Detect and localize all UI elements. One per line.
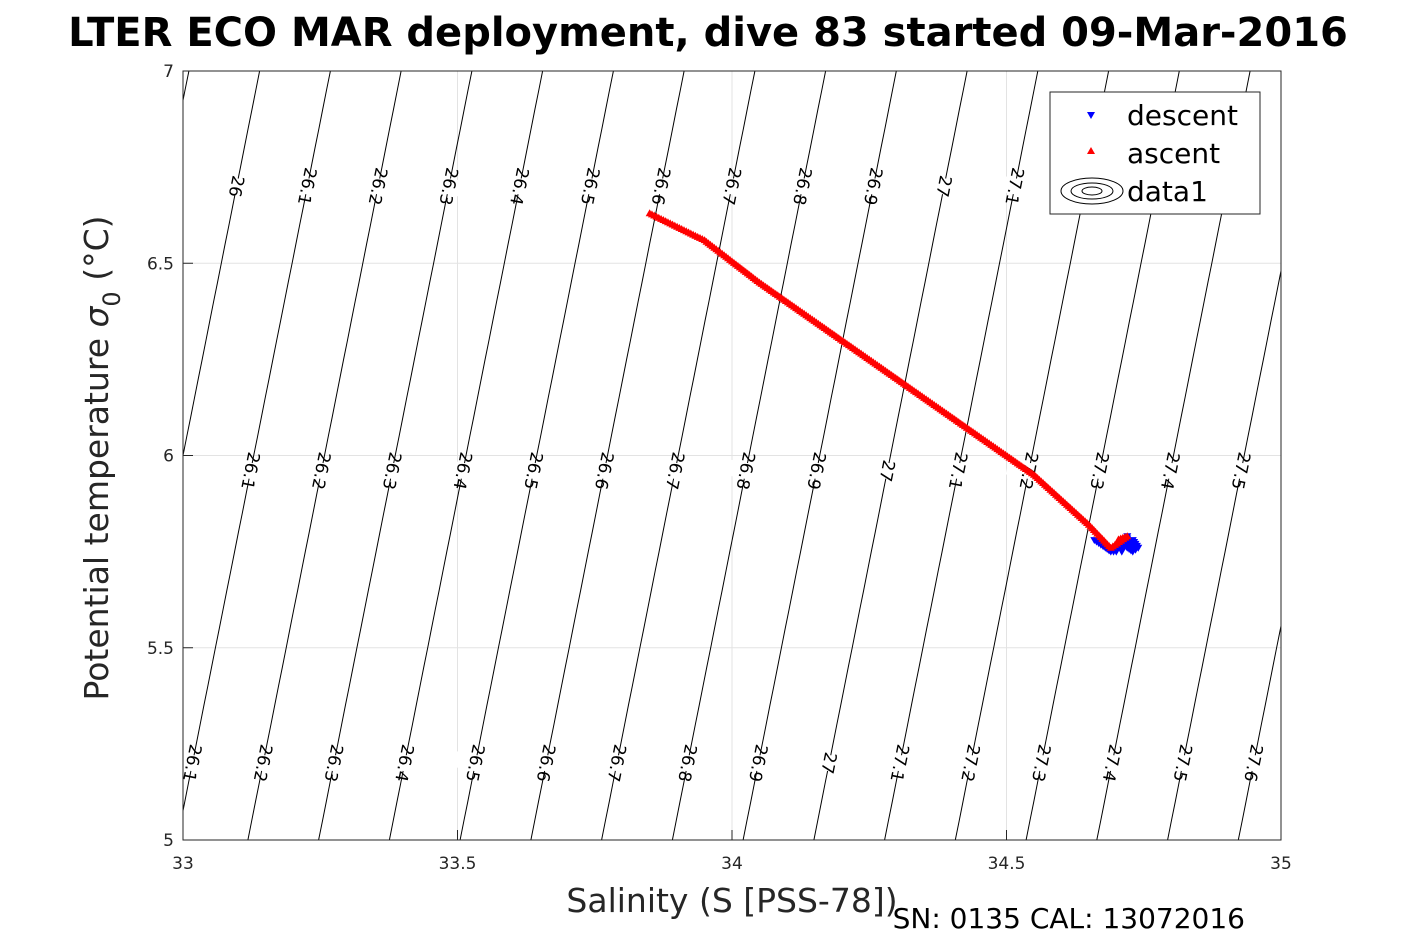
isopycnal-label-bg — [581, 458, 628, 484]
isopycnal-label-bg — [864, 458, 911, 484]
isopycnal-line — [1309, 71, 1417, 840]
isopycnal-line — [183, 71, 261, 459]
isopycnal-line — [183, 71, 331, 814]
isopycnal-label-bg — [708, 174, 756, 199]
legend-data1-marker — [1060, 177, 1124, 205]
y-tick-label: 7 — [163, 62, 174, 82]
isopycnal-line — [742, 71, 897, 840]
isopycnal-label-bg — [806, 750, 853, 776]
isopycnal-label-bg — [381, 750, 428, 776]
isopycnal-label-bg — [452, 750, 499, 776]
isopycnal-label-bg — [935, 458, 982, 484]
series-group — [645, 209, 1143, 556]
isopycnal-label-bg — [310, 750, 358, 776]
legend-ascent-label: ascent — [1127, 137, 1220, 170]
isopycnal-line — [388, 71, 544, 840]
isopycnal-label-bg — [510, 458, 557, 484]
y-axis-label: Potential temperature σ0 (°C) — [77, 216, 126, 701]
x-tick-label: 35 — [1270, 854, 1292, 874]
isopycnal-label-bg — [298, 458, 345, 484]
isopycnal-label-bg — [240, 750, 287, 776]
isopycnal-line — [1237, 623, 1281, 840]
isopycnal-line — [1167, 268, 1281, 840]
isopycnal-label-bg — [850, 174, 897, 199]
isopycnal-label-bg — [1089, 750, 1136, 776]
isopycnal-label-bg — [369, 458, 416, 484]
isopycnal-line — [247, 71, 402, 840]
isopycnal-label: 26 — [224, 174, 248, 199]
isopycnal-label-bg — [567, 174, 614, 199]
isopycnal-label-bg — [213, 174, 260, 199]
isopycnal-label: 27 — [931, 174, 955, 199]
x-tick-label: 34 — [721, 854, 743, 874]
isopycnal-labels: 26 26.1 26.2 26.3 26.4 26.5 26.6 26.7 26.8 26.9 27… — [169, 166, 1277, 783]
isopycnal-label-bg — [876, 750, 924, 776]
x-tick-label: 33.5 — [439, 854, 477, 874]
axis-ticks: 33 33.5 34 34.5 35 5 5.5 6 6.5 7 — [147, 62, 1292, 874]
x-tick-label: 34.5 — [988, 854, 1026, 874]
x-axis-label: Salinity (S [PSS-78]) — [566, 881, 897, 920]
isopycnal-label-bg — [722, 458, 770, 484]
isopycnal-label-bg — [735, 750, 782, 776]
y-tick-label: 5.5 — [147, 639, 174, 659]
isopycnal-label-bg — [169, 750, 216, 776]
isopycnal-line — [671, 71, 827, 840]
isopycnal-line — [459, 71, 614, 840]
isopycnal-label-bg — [779, 174, 826, 199]
legend-ascent-marker — [1087, 147, 1095, 154]
isopycnal-label-bg — [920, 174, 968, 199]
y-axis-label-unit: (°C) — [77, 216, 116, 292]
isopycnal-label-bg — [1076, 458, 1123, 484]
isopycnal-label-bg — [1018, 750, 1065, 776]
isopycnal-label-bg — [1159, 750, 1207, 776]
isopycnal-line — [601, 71, 756, 840]
legend-descent-label: descent — [1127, 99, 1238, 132]
isopycnal-line — [530, 71, 685, 840]
legend: descent ascent data1 — [1049, 91, 1261, 215]
isopycnal-label-bg — [523, 750, 570, 776]
isopycnal-label: 27 — [875, 458, 899, 483]
chart-title: LTER ECO MAR deployment, dive 83 started… — [68, 10, 1348, 56]
y-tick-label: 6.5 — [147, 254, 174, 274]
isopycnal-label-bg — [664, 750, 711, 776]
isopycnal-label: 27 — [816, 750, 840, 775]
isopycnal-label-bg — [593, 750, 641, 776]
y-axis-label-symbol: σ — [77, 306, 116, 328]
isopycnal-label-bg — [439, 458, 487, 484]
y-axis-label-main: Potential temperature — [77, 328, 116, 701]
isopycnal-label-bg — [354, 174, 402, 199]
legend-descent-marker — [1087, 112, 1095, 119]
serial-calibration: SN: 0135 CAL: 13072016 — [893, 902, 1245, 935]
isopycnal-label-bg — [652, 458, 699, 484]
isopycnal-label-bg — [1218, 458, 1265, 484]
isopycnal-label-bg — [991, 174, 1038, 199]
isopycnals — [0, 71, 1417, 840]
series-ascent — [645, 209, 1132, 551]
isopycnal-label-bg — [1230, 750, 1277, 776]
isopycnal-label-bg — [793, 458, 840, 484]
isopycnal-line — [884, 71, 1039, 840]
isopycnal-label-bg — [496, 174, 543, 199]
data-point-descent — [1122, 543, 1131, 551]
isopycnal-label-bg — [425, 174, 473, 199]
x-tick-label: 33 — [172, 854, 194, 874]
isopycnal-label-bg — [947, 750, 994, 776]
isopycnal-line — [0, 71, 47, 840]
y-tick-label: 6 — [163, 447, 174, 467]
isopycnal-label-bg — [637, 174, 685, 199]
data-point-ascent — [1114, 535, 1123, 543]
isopycnal-line — [318, 71, 473, 840]
isopycnal-label-bg — [1147, 458, 1194, 484]
y-tick-label: 5 — [163, 831, 174, 851]
isopycnal-label-bg — [284, 174, 331, 199]
legend-data1-label: data1 — [1127, 175, 1208, 208]
isopycnal-label-bg — [227, 458, 274, 484]
isopycnal-line — [813, 71, 968, 840]
y-axis-label-subscript: 0 — [98, 291, 126, 306]
